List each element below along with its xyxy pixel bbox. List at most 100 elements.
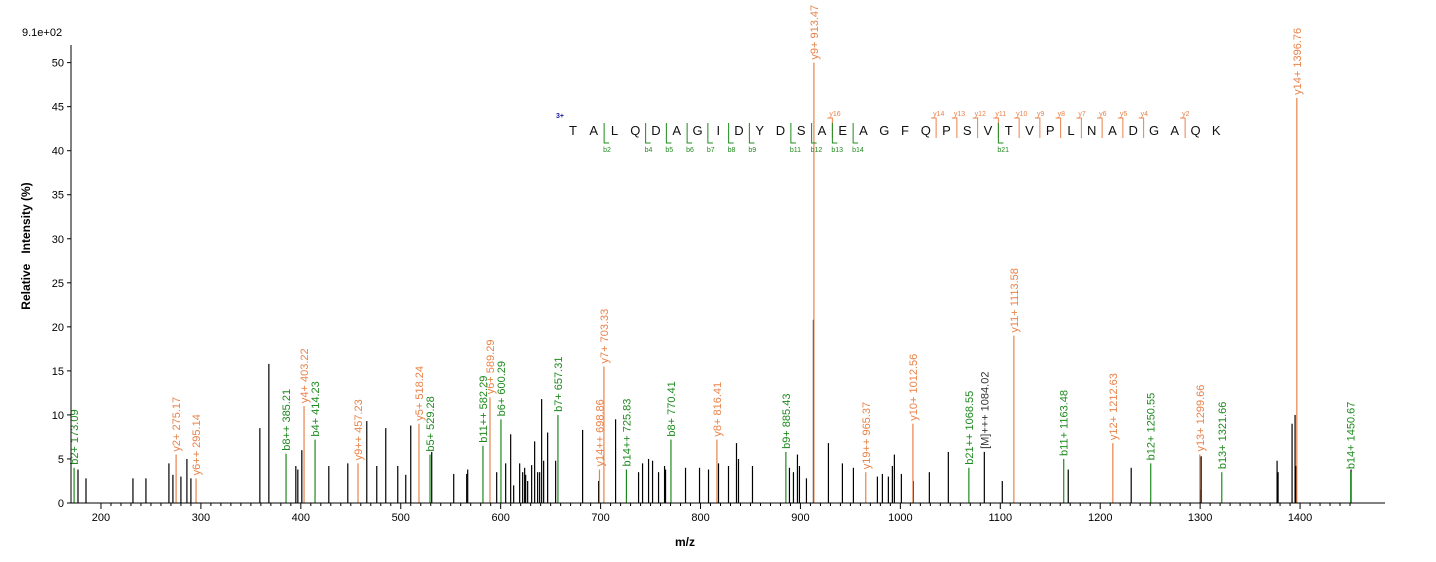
b-fragment-mark	[852, 123, 859, 144]
x-tick-label: 1300	[1188, 512, 1212, 524]
x-tick-label: 1200	[1088, 512, 1112, 524]
x-axis-title: m/z	[675, 535, 695, 549]
residue: A	[818, 123, 827, 138]
b-fragment-label: b4	[645, 147, 653, 154]
y-tick-label: 45	[52, 102, 64, 114]
residue: Y	[755, 123, 764, 138]
y-fragment-mark	[1034, 117, 1041, 138]
y-fragment-label: y4	[1141, 111, 1149, 118]
y-fragment-mark	[1014, 117, 1020, 138]
peak-label: b14++ 725.83	[621, 399, 633, 467]
y-fragment-mark	[993, 117, 999, 138]
peak-label: y8+ 816.41	[712, 382, 724, 437]
residue: G	[692, 123, 702, 138]
b-fragment-mark	[707, 123, 713, 144]
peak-label: b11+ 1163.48	[1059, 390, 1071, 456]
b-fragment-label: b5	[665, 147, 673, 154]
residue: A	[1108, 123, 1117, 138]
b-fragment-label: b14	[852, 147, 864, 154]
peak-label: y9+ 913.47	[809, 5, 821, 60]
peak-label: b8+ 770.41	[666, 381, 678, 436]
peak-label: b5+ 529.28	[425, 396, 437, 451]
x-tick-label: 400	[292, 512, 310, 524]
peaks-layer: b2+ 173.09 y2+ 275.17 y6++ 295.14 b8++ 385.…	[69, 5, 1358, 503]
residue: Q	[1190, 123, 1200, 138]
y-fragment-mark	[1117, 117, 1124, 138]
y-fragment-mark	[1076, 117, 1082, 138]
peak-label: b7+ 657.31	[553, 357, 565, 412]
y-fragment-mark	[1138, 117, 1145, 138]
y-fragment-label: y11	[995, 111, 1006, 118]
y-fragment-label: y16	[829, 111, 840, 118]
y-tick-label: 35	[52, 190, 64, 202]
x-tick-label: 300	[192, 512, 210, 524]
residue: A	[589, 123, 598, 138]
x-tick-label: 600	[491, 512, 509, 524]
y-fragment-label: y9	[1037, 111, 1045, 118]
b-fragment-mark	[831, 123, 838, 144]
b-fragment-mark	[686, 123, 693, 144]
y-fragment-label: y6	[1099, 111, 1107, 118]
x-tick-label: 900	[791, 512, 809, 524]
y-fragment-label: y5	[1120, 111, 1128, 118]
residue: Q	[630, 123, 640, 138]
residue: I	[716, 123, 720, 138]
y-fragment-mark	[1180, 117, 1186, 138]
y-fragment-label: y13	[954, 111, 965, 118]
residue: D	[1129, 123, 1138, 138]
y-fragment-label: y2	[1182, 111, 1190, 118]
y-tick-label: 30	[52, 234, 64, 246]
peak-label: b11++ 582.29	[478, 376, 490, 443]
residue: D	[734, 123, 743, 138]
y-fragment-label: y7	[1078, 111, 1086, 118]
y-fragment-label: y10	[1016, 111, 1027, 118]
peak-label: y19++ 965.37	[861, 402, 873, 469]
y-axis-title: Relative Intensity (%)	[19, 182, 33, 309]
x-tick-label: 700	[591, 512, 609, 524]
b-fragment-mark	[748, 123, 755, 144]
peak-label: y5+ 518.24	[414, 366, 426, 421]
residue: L	[1067, 123, 1074, 138]
peak-label: b4+ 414.23	[310, 381, 322, 436]
residue: S	[963, 123, 972, 138]
residue: P	[942, 123, 951, 138]
x-tick-label: 500	[392, 512, 410, 524]
b-fragment-label: b8	[728, 147, 736, 154]
b-fragment-mark	[728, 123, 734, 144]
y-fragment-mark	[951, 117, 958, 138]
residue: A	[672, 123, 681, 138]
y-fragment-mark	[931, 117, 937, 138]
y-tick-label: 25	[52, 278, 64, 290]
peak-label: b21++ 1068.55	[964, 391, 976, 465]
peak-label: y7+ 703.33	[599, 309, 611, 364]
b-fragment-mark	[645, 123, 651, 144]
residue: P	[1046, 123, 1055, 138]
peak-label: y14+ 1396.76	[1292, 28, 1304, 95]
residue: A	[859, 123, 868, 138]
peak-label: y14++ 698.86	[594, 399, 606, 466]
peak-label: y11+ 1113.58	[1009, 268, 1021, 333]
residue: V	[984, 123, 993, 138]
b-fragment-label: b7	[707, 147, 715, 154]
y-fragment-label: y14	[933, 111, 944, 118]
peak-label: b8++ 385.21	[281, 389, 293, 451]
b-fragment-mark	[790, 123, 796, 144]
residue: S	[797, 123, 806, 138]
residue: D	[651, 123, 660, 138]
y-tick-label: 50	[52, 58, 64, 70]
peak-label: b2+ 173.09	[69, 409, 81, 464]
intensity-scale-label: 9.1e+02	[22, 27, 62, 39]
y-tick-label: 5	[58, 454, 64, 466]
x-tick-label: 1100	[988, 512, 1012, 524]
x-tick-label: 1400	[1288, 512, 1312, 524]
charge-state: 3+	[556, 113, 564, 120]
b-fragment-label: b21	[997, 147, 1009, 154]
peak-label: b14+ 1450.67	[1346, 402, 1358, 470]
residue: A	[1170, 123, 1179, 138]
peak-label: b6+ 600.29	[496, 361, 508, 416]
peak-label: y12+ 1212.63	[1108, 373, 1120, 440]
y-fragment-mark	[972, 117, 979, 138]
y-tick-label: 0	[58, 498, 64, 510]
b-fragment-label: b11	[790, 147, 801, 154]
